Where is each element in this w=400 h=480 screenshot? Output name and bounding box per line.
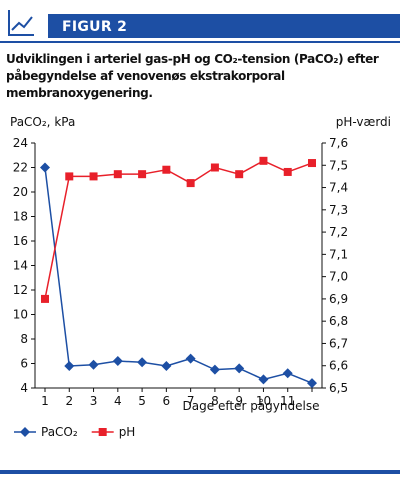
header-divider [0,41,400,43]
paco2-point [40,162,50,173]
footer-divider [0,470,400,474]
ph-point [259,156,268,165]
x-tick-label: 9 [235,394,243,408]
x-tick-label: 1 [41,394,49,408]
x-axis-ticks: 1 2 3 4 5 6 7 8 9 10 11 [41,388,313,408]
ph-point [162,165,171,174]
left-tick-label: 8 [20,332,28,346]
paco2-point [234,363,245,374]
left-tick-label: 16 [13,234,28,248]
x-tick-label: 11 [280,394,295,408]
left-tick-label: 22 [13,161,28,175]
x-tick-label: 6 [163,394,171,408]
paco2-point [282,368,293,379]
left-tick-label: 6 [20,357,28,371]
ph-point [89,172,98,181]
ph-point [65,172,74,181]
x-tick-label: 5 [138,394,146,408]
paco2-point [64,360,75,371]
left-axis-label: PaCO₂, kPa [10,115,75,129]
left-tick-label: 20 [13,185,28,199]
x-tick-label: 7 [187,394,195,408]
left-tick-label: 4 [20,381,28,395]
ph-point [210,163,219,172]
paco2-point [185,353,196,364]
x-tick-label: 10 [256,394,271,408]
left-axis-ticks: 4 6 8 10 12 14 16 18 20 22 24 [13,136,35,395]
right-tick-label: 7,2 [329,225,348,239]
dual-axis-line-chart: PaCO₂, kPa pH-værdi Dage efter pågyndels… [10,115,391,439]
legend-label: pH [119,425,136,439]
paco2-point [209,364,220,375]
paco2-point [137,357,148,368]
figure-caption: Udviklingen i arteriel gas-pH og CO₂-ten… [6,52,379,100]
line-chart-icon [8,10,34,36]
right-tick-label: 6,8 [329,314,348,328]
legend-label: PaCO₂ [41,425,78,439]
series-line-ph [44,159,313,300]
ph-point [283,167,292,176]
x-axis-label: Dage efter pågyndelse [183,399,320,413]
series-layer [40,156,317,389]
right-tick-label: 7,6 [329,136,348,150]
paco2-point [307,378,317,389]
ph-point [113,170,122,179]
right-tick-label: 6,7 [329,336,348,350]
series-line-paco2 [44,167,313,384]
right-tick-label: 7,1 [329,247,348,261]
x-tick-label: 2 [65,394,73,408]
left-tick-label: 24 [13,136,28,150]
paco2-point [88,359,99,370]
ph-point [308,159,316,168]
right-tick-label: 7,4 [329,181,348,195]
figure-label-bar [36,14,400,38]
legend-marker-paco2 [20,427,30,437]
paco2-point [258,374,269,385]
axes [34,143,323,389]
paco2-point [161,360,172,371]
ph-point [138,170,147,179]
figure-label: FIGUR 2 [62,19,128,35]
ph-point [186,179,195,188]
right-tick-label: 6,9 [329,292,348,306]
right-tick-label: 7,5 [329,158,348,172]
figure-header: FIGUR 2 [0,0,400,43]
left-tick-label: 14 [13,259,28,273]
legend-marker-ph [98,428,107,436]
left-tick-label: 10 [13,308,28,322]
right-axis-label: pH-værdi [336,115,391,129]
left-tick-label: 18 [13,210,28,224]
right-tick-label: 7,0 [329,270,348,284]
x-tick-label: 4 [114,394,122,408]
paco2-point [112,356,123,367]
right-tick-label: 6,6 [329,359,348,373]
legend: PaCO₂ pH [14,425,135,439]
ph-point [41,294,49,303]
x-tick-label: 3 [90,394,98,408]
right-axis-ticks: 6,5 6,6 6,7 6,8 6,9 7,0 7,1 7,2 7,3 7,4 7,5 7,6 [322,136,348,395]
ph-point [235,170,244,179]
right-tick-label: 7,3 [329,203,348,217]
left-tick-label: 12 [13,283,28,297]
x-tick-label: 8 [211,394,219,408]
right-tick-label: 6,5 [329,381,348,395]
